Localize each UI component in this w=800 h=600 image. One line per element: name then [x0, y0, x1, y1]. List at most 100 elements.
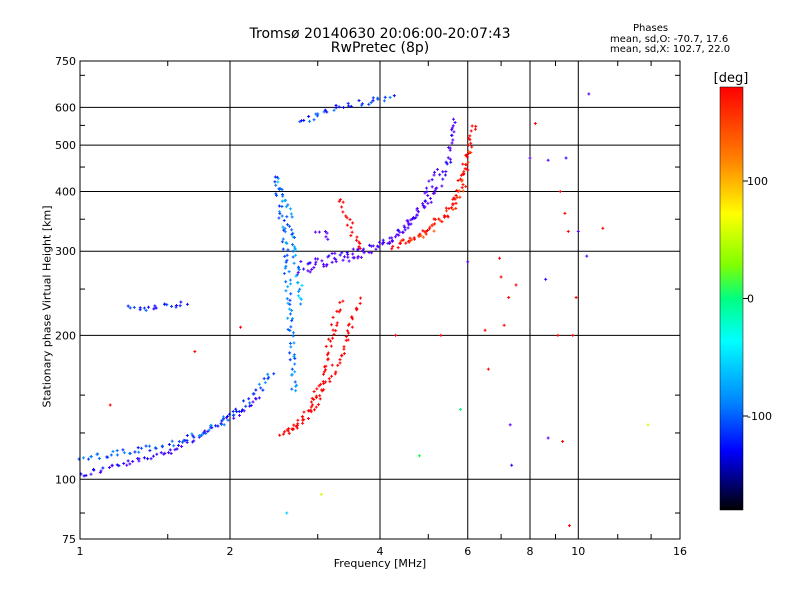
data-point	[333, 372, 337, 376]
data-point	[207, 428, 211, 432]
data-point	[294, 389, 298, 393]
data-point	[288, 358, 292, 362]
data-point	[232, 413, 236, 417]
data-point	[288, 341, 292, 345]
data-point	[430, 178, 434, 182]
data-point	[209, 423, 213, 427]
data-point	[466, 160, 470, 164]
data-point	[326, 358, 330, 362]
data-point	[374, 247, 378, 251]
data-point	[296, 418, 300, 422]
data-point	[342, 106, 346, 110]
data-point	[290, 228, 294, 232]
data-point	[473, 127, 477, 131]
data-point	[430, 185, 434, 189]
plot-frame	[79, 60, 681, 540]
data-point	[466, 143, 470, 147]
data-point	[334, 260, 338, 264]
data-point	[450, 133, 454, 137]
data-point	[169, 451, 173, 455]
data-point	[450, 126, 454, 130]
data-point	[432, 229, 436, 233]
data-point	[285, 223, 289, 227]
data-point	[457, 189, 461, 193]
data-point	[440, 184, 444, 188]
data-point	[329, 339, 333, 343]
data-point	[567, 524, 571, 528]
data-point	[286, 301, 290, 305]
data-point	[136, 446, 140, 450]
data-point	[299, 302, 303, 306]
data-point	[137, 450, 141, 454]
data-point	[362, 247, 366, 251]
data-point	[468, 134, 472, 138]
data-point	[291, 317, 295, 321]
data-point	[361, 249, 365, 253]
data-point	[428, 225, 432, 229]
data-point	[469, 129, 473, 133]
data-point	[282, 219, 286, 223]
data-point	[308, 261, 312, 265]
data-point	[376, 97, 380, 101]
data-point	[239, 325, 243, 329]
data-point	[352, 256, 356, 260]
data-point	[206, 429, 210, 433]
data-point	[486, 367, 490, 371]
data-point	[458, 407, 462, 411]
data-point	[351, 247, 355, 251]
data-point	[214, 424, 218, 428]
data-point	[285, 511, 289, 515]
data-point	[296, 281, 300, 285]
data-point	[290, 387, 294, 391]
data-point	[469, 141, 473, 145]
data-point	[426, 228, 430, 232]
data-point	[282, 228, 286, 232]
y-tick-label: 100	[55, 473, 76, 486]
data-point	[290, 215, 294, 219]
data-point	[445, 209, 449, 213]
data-point	[283, 254, 287, 258]
data-point	[167, 451, 171, 455]
data-point	[322, 264, 326, 268]
data-point	[466, 260, 470, 264]
data-point	[281, 432, 285, 436]
data-point	[382, 240, 386, 244]
data-point	[177, 439, 181, 443]
phases-o-line: mean, sd,O: -70.7, 17.6	[610, 34, 729, 45]
data-point	[274, 192, 278, 196]
data-point	[121, 448, 125, 452]
data-point	[357, 99, 361, 103]
data-point	[410, 217, 414, 221]
data-point	[179, 300, 183, 304]
data-point	[147, 305, 151, 309]
data-point	[308, 119, 312, 123]
data-point	[388, 95, 392, 99]
data-point	[438, 218, 442, 222]
data-point	[291, 331, 295, 335]
data-point	[314, 405, 318, 409]
data-point	[646, 423, 650, 427]
data-point	[285, 297, 289, 301]
data-point	[316, 112, 320, 116]
data-point	[274, 183, 278, 187]
data-point	[276, 180, 280, 184]
data-point	[257, 382, 261, 386]
data-point	[285, 253, 289, 257]
data-point	[340, 205, 344, 209]
data-point	[307, 114, 311, 118]
data-point	[461, 183, 465, 187]
data-point	[350, 325, 354, 329]
data-point	[571, 333, 575, 337]
data-point	[251, 400, 255, 404]
data-point	[242, 409, 246, 413]
data-point	[152, 307, 156, 311]
data-point	[281, 247, 285, 251]
x-tick-label: 1	[77, 545, 84, 558]
data-point	[324, 364, 328, 368]
data-point	[556, 333, 560, 337]
data-point	[330, 374, 334, 378]
data-point	[454, 193, 458, 197]
data-point	[350, 230, 354, 234]
data-point	[289, 282, 293, 286]
data-point	[273, 180, 277, 184]
